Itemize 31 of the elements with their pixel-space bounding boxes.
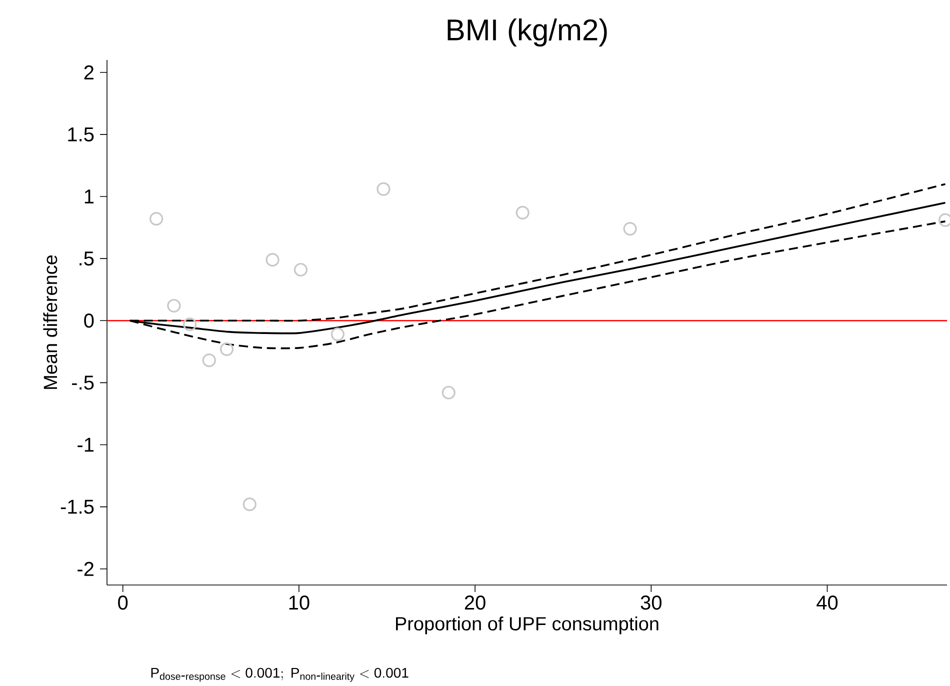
point (330, 327, 344, 342)
point (516, 206, 530, 220)
y-tick-label: -1 (78, 438, 94, 452)
y-tick-label: -.5 (72, 376, 94, 390)
point (623, 222, 637, 236)
y-tick-label: .5 (80, 252, 94, 266)
point (182, 318, 197, 332)
x-axis-title: Proportion of UPF consumption (396, 616, 658, 634)
y-tick-label: 0 (84, 314, 94, 328)
x-tick-label: 10 (289, 596, 310, 610)
y-tick-label: -1.5 (60, 500, 94, 514)
chart-title: BMI (kg/m2) (448, 18, 607, 46)
y-axis-title: Mean difference (43, 255, 58, 389)
point (150, 212, 164, 226)
point (376, 182, 390, 196)
point (202, 354, 216, 368)
x-tick-label: 20 (464, 596, 486, 610)
y-tick-label: -2 (78, 562, 94, 576)
point (242, 498, 256, 512)
point (220, 342, 234, 356)
x-tick-label: 0 (118, 596, 128, 610)
point (266, 253, 280, 267)
y-tick-label: 1 (84, 190, 94, 204)
point (442, 386, 456, 400)
y-tick-label: 1.5 (68, 127, 94, 142)
text: $\mathrm{P_{dose\mbox{-}response} < 0.001;\ P_{non\mbox{-}linearity} < 0.001}$ (151, 668, 408, 682)
point (294, 262, 308, 277)
x-tick-label: 30 (640, 596, 662, 610)
y-tick-label: 2 (84, 65, 94, 80)
point (167, 298, 181, 313)
x-tick-label: 40 (816, 596, 838, 610)
